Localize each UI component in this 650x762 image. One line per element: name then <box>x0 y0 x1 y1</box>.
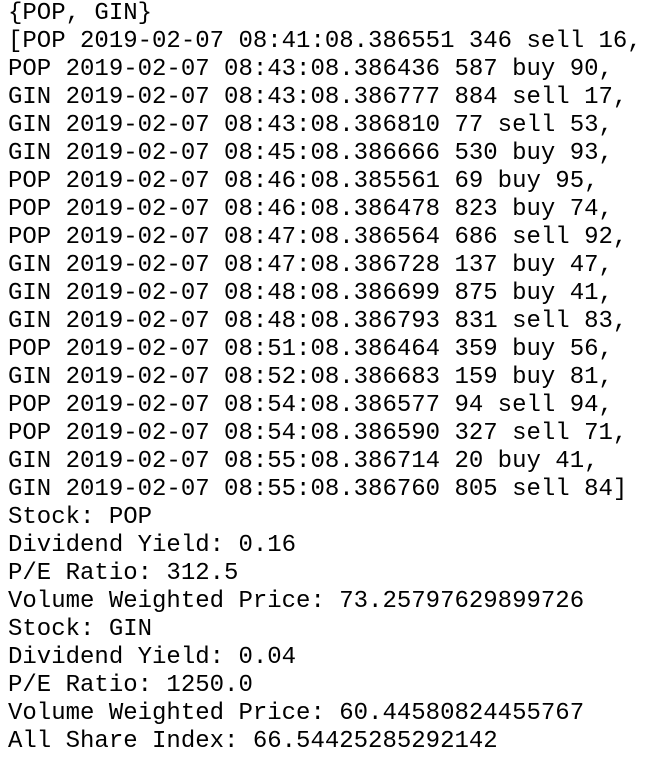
output-line: POP 2019-02-07 08:47:08.386564 686 sell … <box>8 224 628 251</box>
output-line: GIN 2019-02-07 08:48:08.386699 875 buy 4… <box>8 280 613 307</box>
output-line: GIN 2019-02-07 08:43:08.386810 77 sell 5… <box>8 112 613 139</box>
output-line: POP 2019-02-07 08:43:08.386436 587 buy 9… <box>8 56 613 83</box>
output-line: GIN 2019-02-07 08:43:08.386777 884 sell … <box>8 84 628 111</box>
output-line: POP 2019-02-07 08:46:08.386478 823 buy 7… <box>8 196 613 223</box>
output-line: Volume Weighted Price: 60.44580824455767 <box>8 700 585 727</box>
output-line: P/E Ratio: 312.5 <box>8 560 239 587</box>
output-line: Dividend Yield: 0.16 <box>8 532 297 559</box>
output-line: POP 2019-02-07 08:54:08.386590 327 sell … <box>8 420 628 447</box>
output-line: GIN 2019-02-07 08:45:08.386666 530 buy 9… <box>8 140 613 167</box>
output-line: [POP 2019-02-07 08:41:08.386551 346 sell… <box>8 28 642 55</box>
output-line: POP 2019-02-07 08:51:08.386464 359 buy 5… <box>8 336 613 363</box>
output-line: Volume Weighted Price: 73.25797629899726 <box>8 588 585 615</box>
output-line: GIN 2019-02-07 08:48:08.386793 831 sell … <box>8 308 628 335</box>
output-line: {POP, GIN} <box>8 0 153 27</box>
output-line: GIN 2019-02-07 08:47:08.386728 137 buy 4… <box>8 252 613 279</box>
output-line: Stock: POP <box>8 504 153 531</box>
output-line: GIN 2019-02-07 08:52:08.386683 159 buy 8… <box>8 364 613 391</box>
output-line: GIN 2019-02-07 08:55:08.386714 20 buy 41… <box>8 448 599 475</box>
output-line: All Share Index: 66.54425285292142 <box>8 728 498 755</box>
output-line: POP 2019-02-07 08:54:08.386577 94 sell 9… <box>8 392 613 419</box>
output-line: POP 2019-02-07 08:46:08.385561 69 buy 95… <box>8 168 599 195</box>
output-line: Stock: GIN <box>8 616 153 643</box>
output-line: P/E Ratio: 1250.0 <box>8 672 253 699</box>
output-line: Dividend Yield: 0.04 <box>8 644 297 671</box>
output-line: GIN 2019-02-07 08:55:08.386760 805 sell … <box>8 476 628 503</box>
